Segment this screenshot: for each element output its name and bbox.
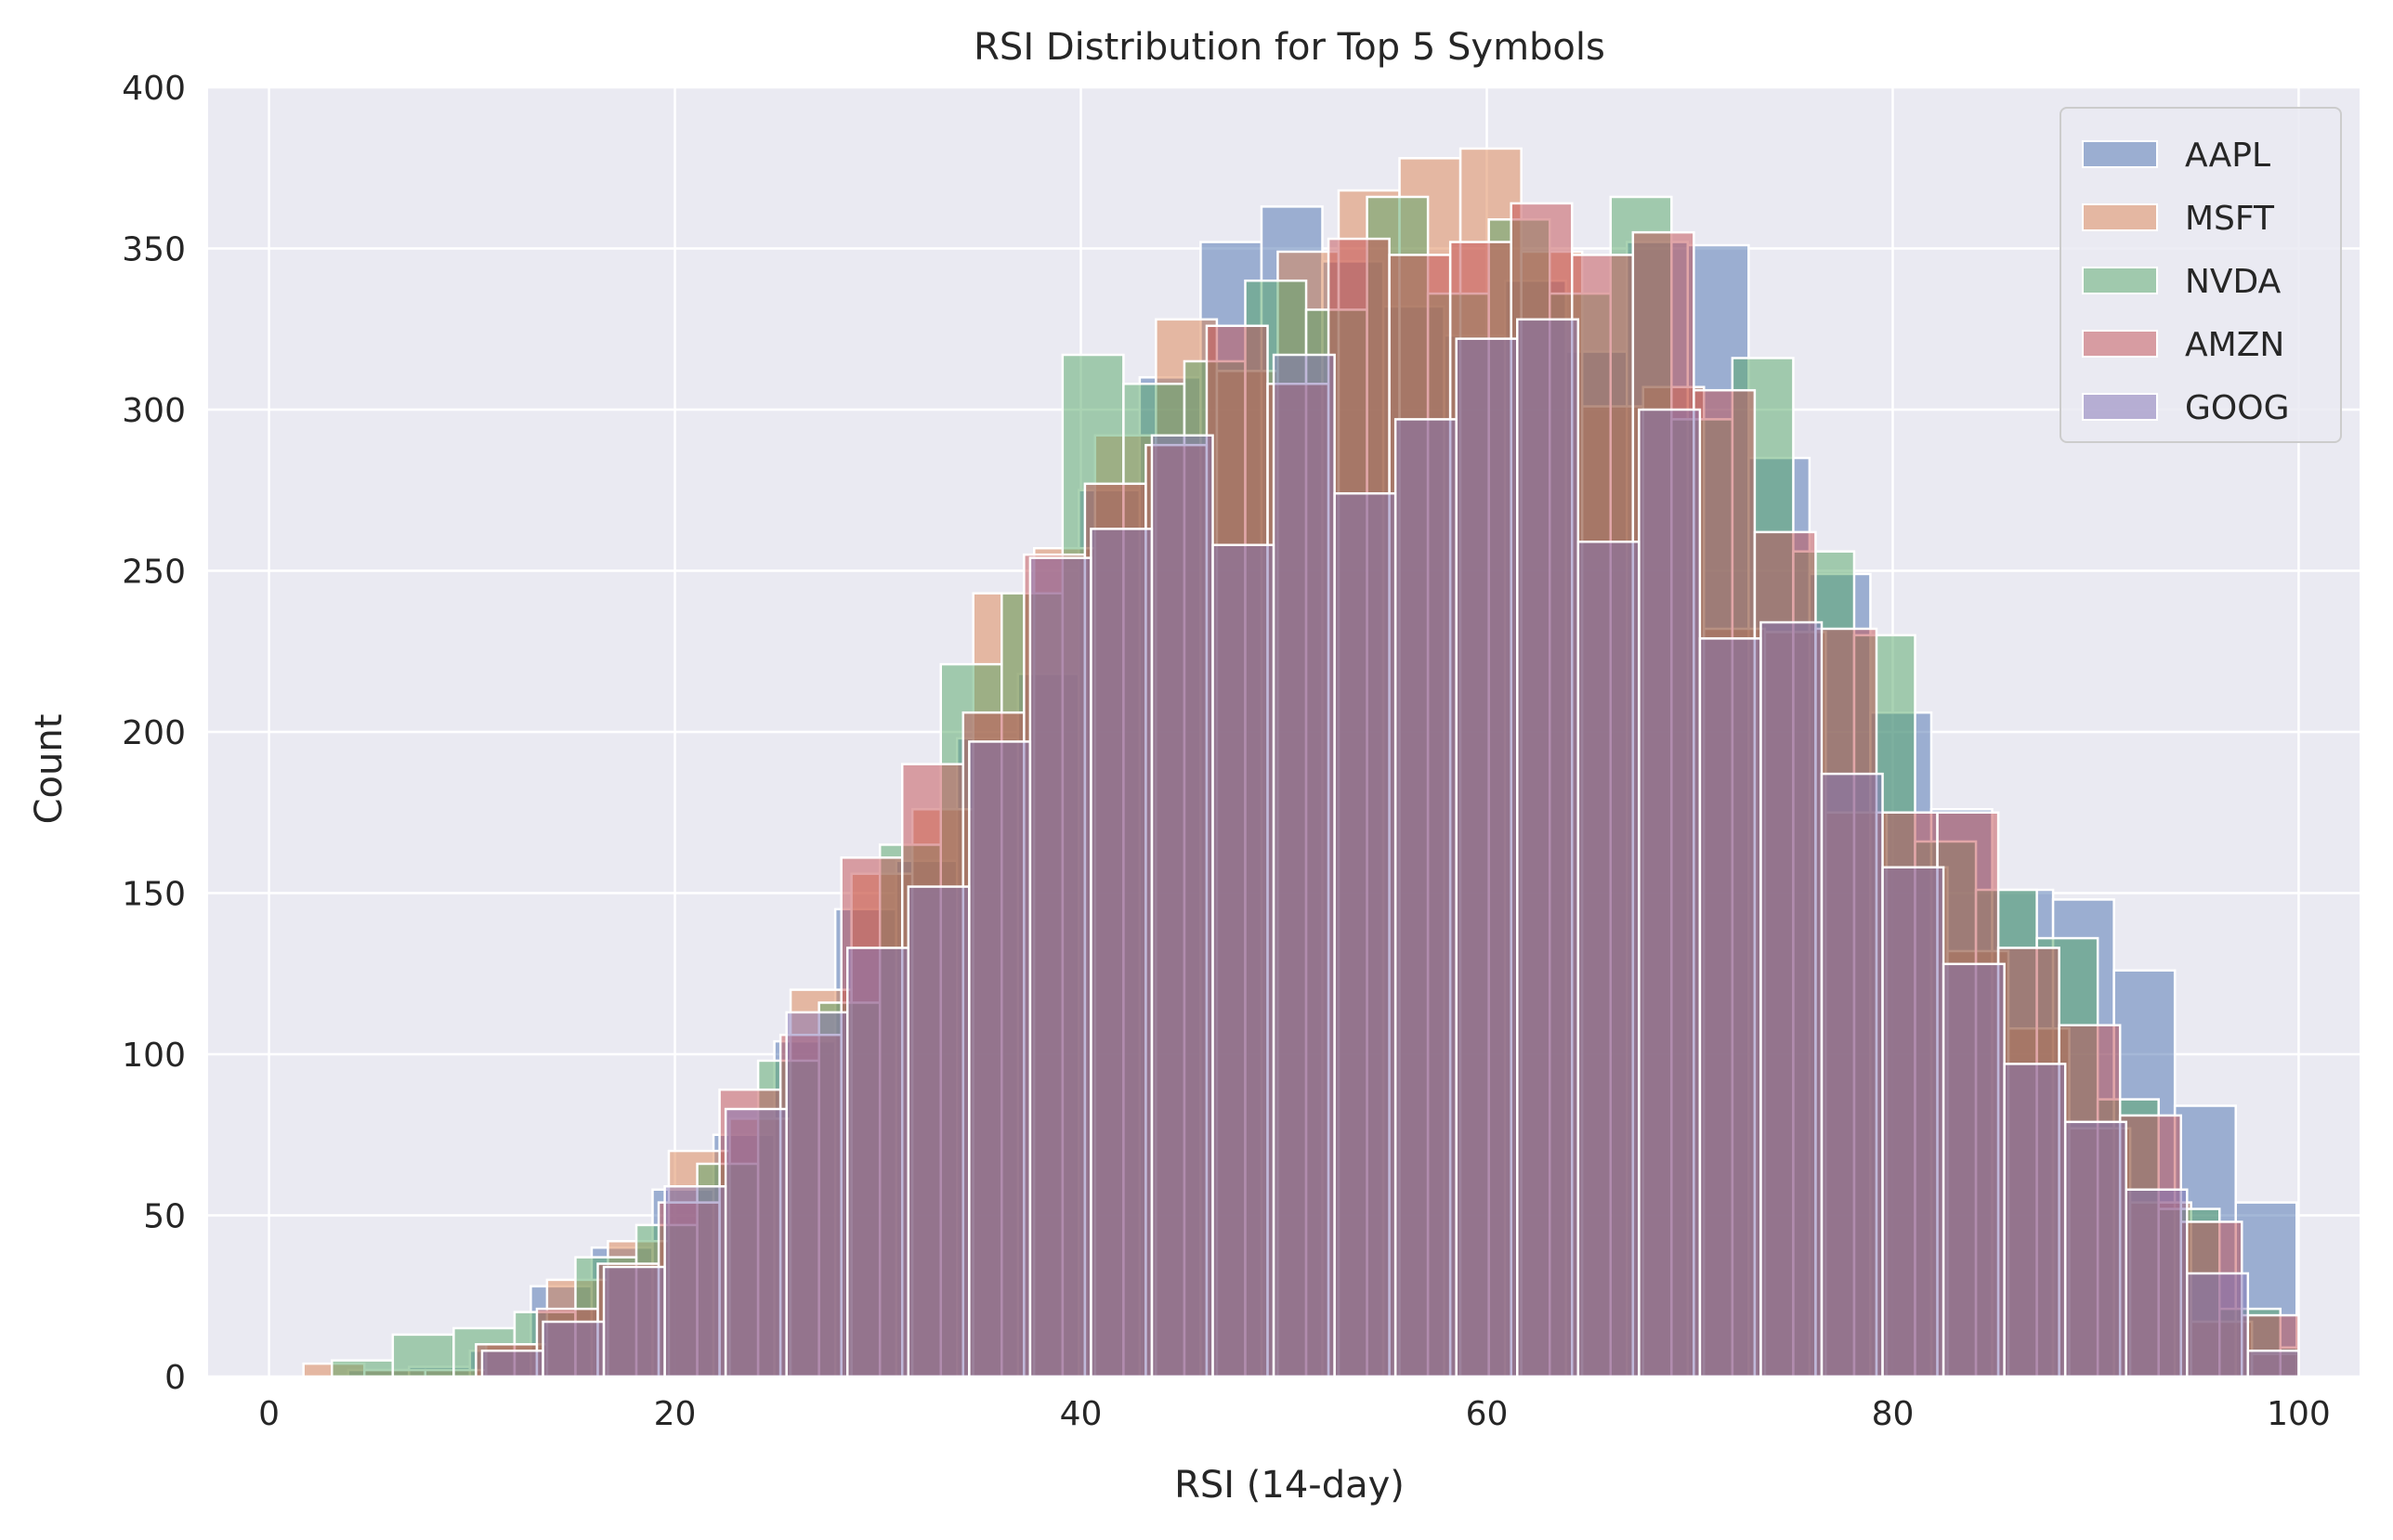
y-tick-label: 350 <box>122 231 186 269</box>
legend-swatch <box>2082 203 2158 231</box>
histogram-bar <box>1942 962 2006 1378</box>
legend-label: AAPL <box>2185 137 2270 175</box>
histogram-bar <box>542 1320 606 1378</box>
y-tick-label: 200 <box>122 714 186 752</box>
x-tick-labels: 0 20 40 60 80 100 <box>258 1395 2331 1433</box>
y-tick-label: 100 <box>122 1037 186 1075</box>
legend-label: MSFT <box>2185 200 2275 238</box>
histogram-bar <box>968 740 1032 1378</box>
histogram-bar <box>785 1011 849 1378</box>
y-tick-label: 150 <box>122 876 186 914</box>
histogram-bar <box>1820 772 1884 1378</box>
histogram-bar <box>1638 408 1702 1378</box>
histogram-bar <box>2246 1349 2300 1378</box>
histogram-bar <box>845 946 910 1378</box>
histogram-bar <box>1759 620 1824 1378</box>
histogram-bar <box>391 1333 455 1378</box>
y-tick-label: 300 <box>122 392 186 430</box>
histogram-bar <box>1150 434 1214 1378</box>
legend-label: GOOG <box>2185 389 2289 427</box>
histogram-bar <box>602 1265 666 1378</box>
y-tick-label: 400 <box>122 70 186 108</box>
histogram-bar <box>1393 418 1458 1378</box>
legend-swatch <box>2082 393 2158 421</box>
histogram-bar <box>1211 543 1275 1378</box>
histogram-bar <box>1272 353 1336 1378</box>
histogram-bar <box>724 1107 788 1378</box>
y-axis-label: Count <box>28 714 71 825</box>
series-goog <box>480 318 2300 1378</box>
x-tick-label: 0 <box>258 1395 280 1433</box>
legend-frame <box>2060 107 2342 443</box>
histogram-bar <box>480 1349 544 1378</box>
x-tick-label: 100 <box>2267 1395 2331 1433</box>
x-tick-label: 40 <box>1060 1395 1103 1433</box>
y-tick-label: 0 <box>164 1359 186 1397</box>
legend-swatch <box>2082 140 2158 168</box>
histogram-bar <box>1028 556 1092 1378</box>
y-tick-labels: 0 50 100 150 200 250 300 350 400 <box>122 70 186 1397</box>
histogram-bar <box>2003 1063 2067 1378</box>
histogram-bar <box>2186 1272 2250 1378</box>
x-axis-label: RSI (14-day) <box>1174 1464 1405 1507</box>
histogram-bar <box>1455 337 1519 1378</box>
y-tick-label: 50 <box>143 1198 186 1236</box>
histogram-bar <box>1698 637 1762 1378</box>
histogram-bar <box>1881 866 1945 1378</box>
histogram-bar <box>1090 528 1154 1378</box>
x-tick-label: 20 <box>654 1395 697 1433</box>
histogram-bar <box>2063 1120 2127 1378</box>
histogram-bar <box>907 885 971 1378</box>
histogram-bars <box>302 147 2300 1378</box>
legend-swatch <box>2082 330 2158 358</box>
histogram-bar <box>1333 491 1397 1378</box>
legend-label: AMZN <box>2185 326 2284 364</box>
legend-swatch <box>2082 267 2158 294</box>
histogram-bar <box>2125 1188 2189 1378</box>
x-tick-label: 80 <box>1872 1395 1915 1433</box>
histogram-bar <box>1576 541 1641 1378</box>
histogram-bar <box>331 1359 395 1378</box>
y-tick-label: 250 <box>122 554 186 592</box>
legend-label: NVDA <box>2185 263 2282 301</box>
chart-title: RSI Distribution for Top 5 Symbols <box>974 26 1605 69</box>
legend: AAPL MSFT NVDA AMZN GOOG <box>2060 107 2342 443</box>
histogram-bar <box>1516 318 1580 1378</box>
histogram-bar <box>663 1185 727 1378</box>
x-tick-label: 60 <box>1466 1395 1509 1433</box>
